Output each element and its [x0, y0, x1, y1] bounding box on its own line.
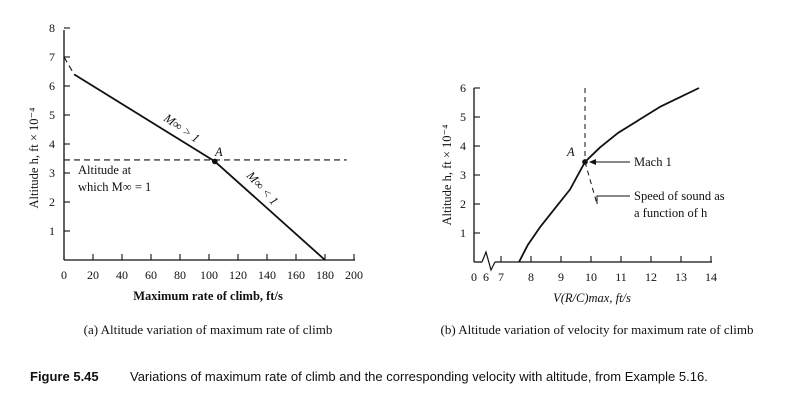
panel-a-xtick-label: 40: [116, 268, 128, 282]
panel-a-ytick-label: 1: [49, 224, 55, 238]
panel-a-xtick-label: 100: [200, 268, 218, 282]
panel-b-mach1-label: Mach 1: [634, 155, 672, 169]
panel-a-ytick-label: 7: [49, 50, 55, 64]
panel-b-sound-label-line1: Speed of sound as: [634, 189, 725, 203]
panel-a-xlabel: Maximum rate of climb, ft/s: [133, 289, 283, 303]
panel-a-mach-lt1-label: M∞ < 1: [243, 168, 281, 208]
panel-a-xtick-label: 140: [258, 268, 276, 282]
panel-b-xtick-label: 9: [558, 270, 564, 284]
panel-b-xtick-label: 11: [615, 270, 627, 284]
panel-a-series-line: [214, 160, 326, 261]
panel-a-ytick-label: 3: [49, 166, 55, 180]
panel-b-point-A: [582, 159, 588, 165]
panel-b-xtick-label: 10: [585, 270, 597, 284]
panel-b-sound-label-line2: a function of h: [634, 206, 708, 220]
panel-a-ylabel: Altitude h, ft × 10⁻⁴: [27, 108, 41, 209]
panel-b-mach1-arrowhead: [589, 158, 596, 165]
panel-b-ytick-label: 1: [460, 226, 466, 240]
panel-a-ytick-label: 8: [49, 21, 55, 35]
panel-b-series-line: [584, 161, 598, 205]
panel-b-xtick-label: 14: [705, 270, 717, 284]
panel-b-series-line: [518, 87, 700, 263]
figure-caption: Variations of maximum rate of climb and …: [130, 369, 708, 384]
panel-b-xtick-label: 7: [498, 270, 504, 284]
panel-a-xtick-label: 60: [145, 268, 157, 282]
panel-a-altitude-label-line2: which M∞ = 1: [78, 180, 151, 194]
panel-a-caption: (a) Altitude variation of maximum rate o…: [84, 322, 333, 337]
panel-b-xtick-label: 12: [645, 270, 657, 284]
panel-a-ytick-label: 4: [49, 137, 55, 151]
panel-b-sound-leader: [596, 195, 630, 204]
panel-b-ytick-label: 6: [460, 81, 466, 95]
panel-a-ytick-label: 2: [49, 195, 55, 209]
panel-b-xtick-label: 13: [675, 270, 687, 284]
panel-b-caption: (b) Altitude variation of velocity for m…: [441, 322, 754, 337]
panel-b-ytick-label: 2: [460, 197, 466, 211]
figure-number: Figure 5.45: [30, 369, 99, 384]
panel-b-xtick-label: 0: [471, 270, 477, 284]
panel-b-ytick-label: 4: [460, 139, 466, 153]
panel-a-xtick-label: 80: [174, 268, 186, 282]
panel-a-ytick-label: 5: [49, 108, 55, 122]
panel-a: 1 2 3 4 5 6 7 8 0 20 40 60 80 100 120 140 160 180 200 Alt…: [27, 21, 363, 337]
panel-a-xtick-label: 200: [345, 268, 363, 282]
panel-a-altitude-label-line1: Altitude at: [78, 163, 132, 177]
panel-b-ytick-label: 3: [460, 168, 466, 182]
panel-b-ytick-label: 5: [460, 110, 466, 124]
panel-a-series-line: [73, 73, 216, 163]
panel-a-xtick-label: 160: [287, 268, 305, 282]
panel-a-xtick-label: 120: [229, 268, 247, 282]
panel-a-xtick-label: 20: [87, 268, 99, 282]
panel-b-ylabel: Altitude h, ft × 10⁻⁴: [440, 125, 454, 226]
panel-b-point-A-label: A: [566, 145, 575, 159]
panel-a-series-line: [63, 56, 75, 75]
panel-a-point-A: [212, 158, 218, 165]
panel-a-point-A-label: A: [214, 145, 223, 159]
panel-b-xtick-label: 8: [528, 270, 534, 284]
panel-b-xtick-label: 6: [483, 270, 489, 284]
panel-b-axis-break: [481, 250, 496, 272]
panel-a-xtick-label: 180: [316, 268, 334, 282]
panel-b-xlabel: V(R/C)max, ft/s: [553, 291, 631, 305]
panel-a-xtick-label: 0: [61, 268, 67, 282]
panel-a-ytick-label: 6: [49, 79, 55, 93]
